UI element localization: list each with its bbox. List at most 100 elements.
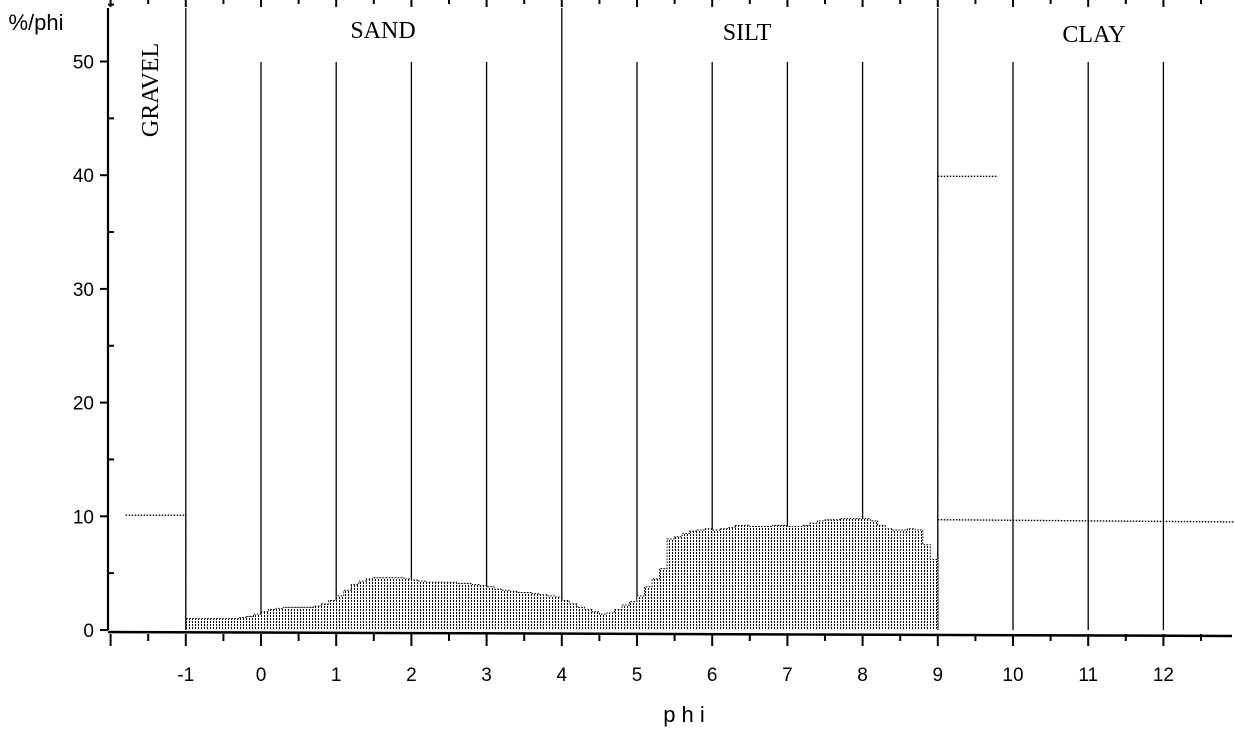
y-tick-label: 20 [73, 394, 94, 415]
bar-layer [185, 518, 939, 630]
histogram-bar [697, 529, 705, 630]
histogram-bar [185, 618, 194, 630]
histogram-bar [449, 582, 457, 630]
histogram-bar [501, 590, 510, 630]
histogram-bar [471, 584, 480, 630]
histogram-bar [261, 611, 269, 630]
region-label-silt: SILT [723, 20, 772, 46]
histogram-bar [599, 614, 607, 630]
histogram-bar [358, 581, 367, 630]
histogram-bar [922, 544, 931, 630]
histogram-bar [328, 600, 337, 630]
histogram-bar [381, 577, 389, 630]
histogram-bar [561, 600, 570, 630]
histogram-bar [426, 582, 434, 630]
histogram-bar [809, 523, 818, 630]
y-tick-label: 50 [73, 53, 94, 74]
histogram-bar [870, 520, 878, 630]
histogram-bar [614, 609, 622, 630]
histogram-bar [253, 614, 261, 630]
histogram-bar [794, 526, 803, 630]
level-segment-clay-lower [937, 519, 1234, 523]
histogram-bar [892, 529, 901, 630]
histogram-bar [306, 607, 314, 630]
histogram-bar [396, 577, 404, 630]
histogram-bar [644, 586, 653, 630]
histogram-bar [238, 617, 246, 630]
histogram-bar [840, 518, 848, 630]
histogram-bar [336, 595, 344, 630]
histogram-bar [486, 586, 495, 630]
x-tick-label: 7 [782, 665, 793, 686]
histogram-bar [388, 577, 397, 630]
histogram-bar [366, 578, 374, 630]
histogram-bar [291, 607, 299, 630]
histogram-bar [847, 518, 856, 630]
histogram-bar [531, 593, 540, 630]
x-tick-label: 6 [707, 665, 718, 686]
x-tick-label: -1 [177, 665, 194, 686]
histogram-bar [313, 606, 322, 630]
histogram-bar [900, 529, 908, 630]
histogram-bar [855, 518, 863, 630]
histogram-bar [464, 583, 472, 630]
x-tick-label: 4 [557, 665, 568, 686]
x-axis-line [107, 630, 1233, 638]
histogram-bar [825, 519, 833, 630]
histogram-bar [772, 525, 780, 630]
histogram-bar [885, 528, 893, 630]
histogram-bar [554, 597, 562, 630]
histogram-bar [862, 518, 871, 630]
histogram-bar [456, 583, 465, 630]
x-tick-label: 12 [1153, 665, 1174, 686]
histogram-bar [276, 608, 284, 630]
histogram-bar [576, 607, 585, 630]
histogram-bar [411, 579, 419, 630]
histogram-bar [418, 581, 427, 630]
histogram-bar [591, 611, 600, 630]
histogram-bar [689, 531, 698, 630]
histogram-bar [223, 618, 231, 630]
histogram-bar [283, 607, 292, 630]
histogram-bar [659, 568, 668, 630]
histogram-bar [832, 519, 841, 630]
region-layer [185, 8, 1165, 630]
y-axis-title: %/phi [8, 10, 63, 35]
x-tick-label: 2 [406, 665, 417, 686]
histogram-bar [245, 616, 254, 630]
y-tick-label: 0 [83, 621, 94, 642]
histogram-bar [719, 528, 728, 630]
histogram-bar [907, 528, 916, 630]
histogram-bar [712, 529, 720, 630]
x-tick-label: 9 [933, 665, 944, 686]
y-tick-label: 30 [73, 280, 94, 301]
histogram-bar [569, 603, 577, 630]
x-axis-title: p h i [663, 702, 705, 727]
x-tick-label: 3 [481, 665, 492, 686]
histogram-bar [742, 525, 750, 630]
histogram-outline [185, 518, 939, 630]
histogram-bar [215, 618, 224, 630]
histogram-bar [637, 595, 645, 630]
histogram-bar [509, 591, 517, 630]
histogram-bar [764, 526, 773, 630]
histogram-bar [351, 584, 359, 630]
x-tick-label: 11 [1078, 665, 1098, 686]
histogram-bar [802, 525, 810, 630]
histogram-bar [606, 612, 615, 630]
histogram-bar [321, 603, 329, 630]
histogram-bar [230, 618, 239, 630]
histogram-bar [682, 533, 690, 630]
histogram-bar [479, 585, 487, 630]
histogram-bar [200, 618, 209, 630]
histogram-bar [652, 578, 660, 630]
histogram-bar [524, 592, 532, 630]
histogram-bar [621, 604, 630, 630]
histogram-bar [749, 526, 758, 630]
region-label-gravel: GRAVEL [138, 43, 164, 137]
histogram-bar [915, 529, 923, 630]
x-tick-label: 10 [1002, 665, 1023, 686]
histogram-bar [268, 609, 277, 630]
region-label-sand: SAND [350, 18, 415, 44]
